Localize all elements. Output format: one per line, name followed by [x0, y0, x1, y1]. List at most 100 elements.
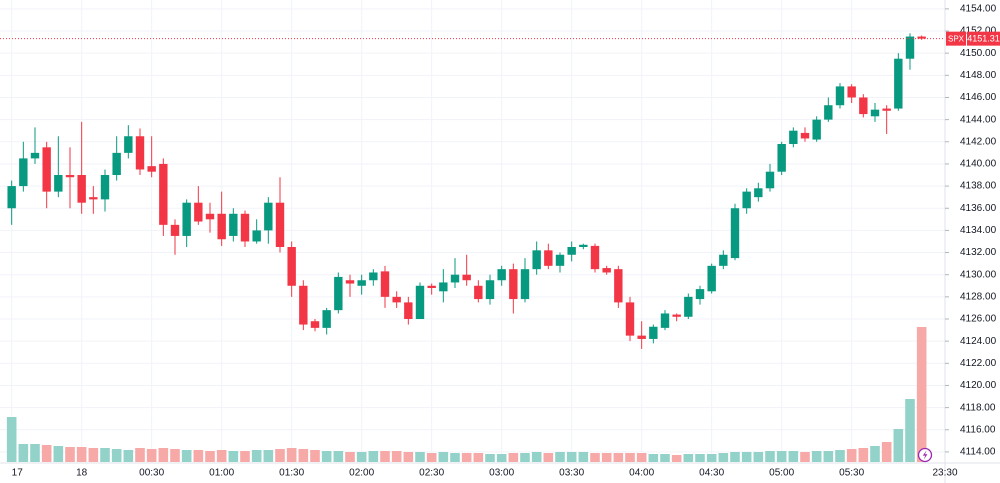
volume-bar: [333, 451, 344, 462]
volume-bar: [800, 452, 810, 462]
candle-body: [112, 152, 121, 176]
candle-body: [859, 97, 868, 115]
volume-bar: [251, 450, 262, 462]
candle-body: [65, 175, 75, 178]
candle-body: [462, 274, 471, 281]
volume-bar: [240, 451, 250, 462]
event-icon-bolt[interactable]: [922, 450, 928, 460]
volume-bar: [625, 453, 635, 462]
volume-bar: [30, 444, 40, 462]
candle-body: [730, 208, 740, 259]
volume-bar: [520, 453, 530, 462]
x-tick-label: 02:00: [349, 468, 374, 479]
y-tick-label: 4134.00: [960, 225, 997, 236]
x-tick-label: 02:30: [419, 468, 444, 479]
x-tick-label: 05:00: [769, 468, 794, 479]
volume-bar: [485, 454, 495, 462]
candle-body: [894, 58, 903, 109]
candle-body: [427, 285, 436, 288]
volume-bar: [858, 448, 869, 462]
candle-body: [392, 296, 401, 303]
y-tick-label: 4142.00: [960, 136, 997, 147]
candle-body: [544, 250, 553, 266]
volume-bar: [695, 454, 705, 462]
candle-body: [89, 197, 98, 200]
volume-bar: [403, 452, 414, 462]
x-tick-label: 05:30: [839, 468, 864, 479]
volume-bar: [205, 451, 215, 462]
volume-bar: [636, 453, 647, 462]
candle-body: [229, 213, 238, 236]
candle-body: [707, 265, 716, 292]
y-tick-label: 4138.00: [960, 181, 997, 192]
volume-bar: [368, 451, 379, 462]
volume-bar: [111, 449, 122, 462]
y-tick-label: 4152.00: [960, 26, 997, 37]
candle-body: [497, 269, 506, 281]
volume-bar: [193, 450, 204, 462]
candle-body: [275, 202, 285, 248]
volume-bar: [391, 451, 402, 462]
candle-body: [474, 285, 483, 300]
volume-bar: [683, 454, 694, 462]
volume-bar: [543, 453, 554, 462]
volume-bar: [310, 450, 320, 462]
candle-body: [77, 175, 86, 203]
volume-bar: [473, 453, 484, 462]
x-tick-label: 18: [76, 468, 88, 479]
y-tick-label: 4114.00: [960, 447, 996, 458]
volume-bar: [578, 452, 589, 462]
x-tick-label: 04:00: [629, 468, 654, 479]
volume-bar: [741, 452, 752, 462]
y-tick-label: 4140.00: [960, 159, 997, 170]
candle-body: [637, 335, 646, 339]
volume-bar: [893, 429, 904, 462]
y-tick-label: 4122.00: [960, 358, 997, 369]
candle-body: [322, 310, 331, 328]
candle-body: [182, 202, 191, 236]
candle-body: [625, 302, 635, 336]
volume-bar: [450, 453, 460, 462]
candle-body: [357, 280, 366, 286]
y-tick-label: 4148.00: [960, 70, 997, 81]
candle-body: [614, 269, 623, 303]
event-icon[interactable]: [917, 447, 933, 463]
volume-bar: [765, 451, 775, 462]
volume-bar: [870, 446, 880, 462]
candle-body: [19, 158, 28, 187]
volume-bar: [263, 450, 274, 462]
volume-bar: [53, 446, 64, 462]
volume-bar: [181, 450, 192, 462]
candle-body: [194, 202, 203, 222]
x-tick-label: 01:30: [279, 468, 304, 479]
candle-body: [287, 247, 296, 286]
x-tick-label: 23:30: [932, 468, 957, 479]
volume-bar: [158, 448, 169, 462]
volume-bar: [811, 451, 822, 462]
last-price-label: 4151.31: [967, 34, 1000, 44]
x-tick-label: 04:30: [699, 468, 724, 479]
candle-body: [485, 280, 495, 300]
y-tick-label: 4124.00: [960, 336, 997, 347]
volume-bar: [170, 449, 180, 462]
candle-body: [415, 285, 425, 320]
volume-bar: [776, 451, 787, 462]
volume-bar: [100, 448, 110, 462]
volume-bar: [753, 452, 764, 462]
candle-body: [404, 302, 413, 320]
candle-body: [719, 254, 728, 266]
candle-body: [684, 296, 693, 317]
candle-body: [532, 250, 541, 270]
volume-bar: [380, 451, 390, 462]
candle-body: [660, 313, 670, 328]
candle-body: [905, 36, 915, 59]
candle-body: [54, 175, 63, 192]
candle-body: [812, 119, 821, 140]
y-tick-label: 4128.00: [960, 291, 997, 302]
volume-bar: [496, 454, 507, 462]
candle-body: [147, 166, 156, 172]
candle-body: [602, 268, 611, 273]
volume-bar: [356, 452, 367, 462]
